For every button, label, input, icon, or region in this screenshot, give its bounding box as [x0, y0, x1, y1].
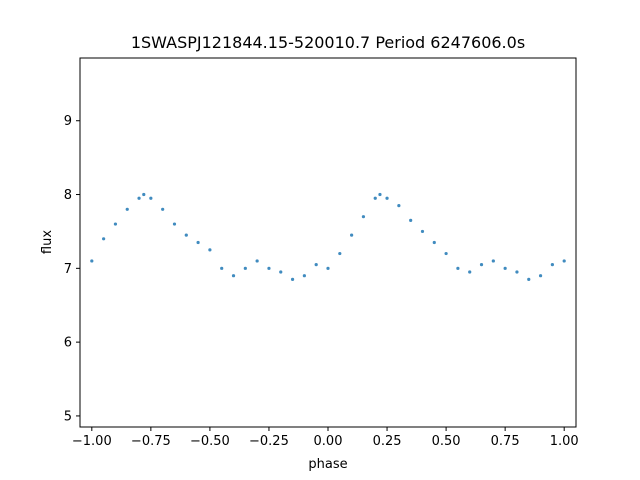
data-point — [479, 263, 484, 267]
x-axis-ticks: −1.00 −0.75 −0.50 −0.25 0.00 0.25 0.50 0.75 1.00 — [72, 427, 579, 449]
data-point — [420, 229, 425, 234]
x-tick-label: −0.50 — [190, 434, 230, 449]
data-point — [142, 192, 146, 197]
y-tick-label: 6 — [64, 336, 72, 351]
data-point — [243, 266, 247, 270]
data-point — [196, 240, 200, 245]
x-tick-label: −1.00 — [72, 434, 112, 449]
data-point — [113, 222, 118, 226]
data-point — [290, 277, 295, 281]
x-tick-label: −0.25 — [249, 434, 289, 449]
data-point — [255, 259, 259, 263]
data-point — [550, 263, 554, 267]
data-point — [491, 259, 495, 263]
data-point — [350, 233, 354, 237]
data-point — [385, 196, 389, 200]
data-point — [538, 274, 543, 278]
y-axis-label: flux — [40, 230, 55, 254]
scatter-points — [90, 192, 566, 281]
data-point — [409, 218, 413, 222]
x-tick-label: 0.00 — [314, 434, 343, 449]
data-point — [267, 266, 271, 270]
data-point — [468, 270, 472, 274]
x-tick-label: 0.25 — [373, 434, 402, 449]
y-tick-label: 5 — [64, 409, 72, 424]
data-point — [184, 233, 188, 237]
data-point — [302, 274, 306, 278]
data-point — [378, 192, 382, 197]
data-point — [137, 196, 141, 200]
y-axis-ticks: 5 6 7 8 9 — [64, 114, 80, 424]
data-point — [338, 251, 342, 256]
y-tick-label: 9 — [64, 114, 72, 129]
data-point — [326, 266, 330, 270]
data-point — [527, 277, 531, 281]
chart-title: 1SWASPJ121844.15-520010.7 Period 6247606… — [131, 33, 525, 52]
data-point — [161, 207, 165, 211]
data-point — [149, 196, 153, 200]
data-point — [562, 259, 566, 263]
data-point — [503, 266, 507, 270]
data-point — [172, 222, 177, 226]
x-axis-label: phase — [308, 457, 347, 472]
data-point — [432, 240, 436, 245]
data-point — [361, 215, 366, 219]
x-tick-label: 0.75 — [491, 434, 520, 449]
data-point — [397, 204, 401, 208]
y-tick-label: 8 — [64, 188, 72, 203]
data-point — [90, 259, 94, 263]
data-point — [231, 274, 236, 278]
data-point — [279, 270, 283, 274]
x-tick-label: −0.75 — [131, 434, 171, 449]
x-tick-label: 0.50 — [432, 434, 461, 449]
x-tick-label: 1.00 — [550, 434, 579, 449]
data-point — [373, 196, 377, 200]
data-point — [456, 266, 460, 270]
y-tick-label: 7 — [64, 262, 72, 277]
data-point — [125, 207, 129, 211]
data-point — [444, 251, 448, 256]
data-point — [208, 248, 212, 252]
data-point — [314, 263, 318, 267]
data-point — [220, 266, 224, 270]
data-point — [102, 237, 106, 241]
data-point — [515, 270, 519, 274]
